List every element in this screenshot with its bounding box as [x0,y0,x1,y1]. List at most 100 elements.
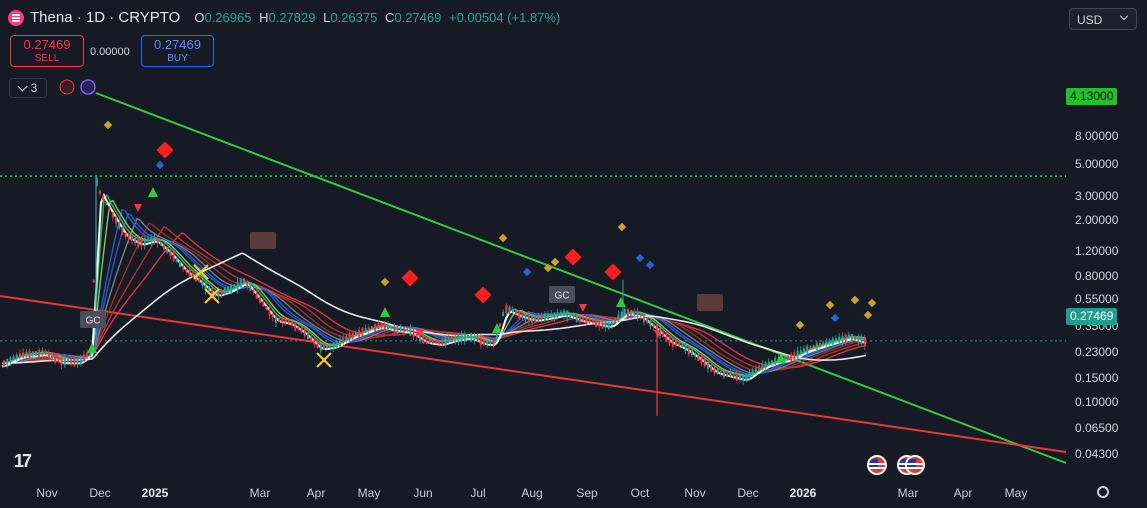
small-diamond-signal [617,222,627,232]
alert-icon [59,79,75,95]
candle-body [31,351,34,357]
candle-body [774,357,777,365]
sell-price: 0.27469 [23,37,71,52]
candle-body [476,337,479,342]
red-diamond-signal [156,141,174,159]
time-tick-label: Oct [630,486,650,500]
candle-body [412,329,415,337]
candle-body [246,281,249,286]
candle-body [620,312,623,318]
candle-body [473,335,476,341]
low-value: 0.26375 [330,10,378,25]
candle-body [431,339,434,344]
settings-gear-icon[interactable] [1097,486,1109,498]
low-label: L [323,10,331,25]
candle-body [57,357,60,362]
candle-body [687,346,690,355]
price-tick-label: 0.06500 [1075,421,1119,436]
candle-body [220,289,223,296]
us-flag-event-icon[interactable] [867,455,887,475]
candle-body [547,313,549,320]
candle-body [374,323,377,332]
sell-signal-triangle [134,204,142,212]
candle-body [828,340,831,344]
candle-body [588,318,591,323]
candle-body [684,345,687,351]
candle-body [156,238,159,244]
candle-body [755,368,757,372]
tradingview-logo-icon[interactable]: 17 [14,451,32,471]
small-diamond-signal [155,160,165,170]
candle-body [409,327,412,336]
candle-body [444,337,447,346]
buy-signal-triangle [492,323,502,333]
candle-body [787,356,789,361]
price-tick-label: 0.80000 [1075,268,1119,283]
candle-body [508,306,511,315]
us-flag-event-icon[interactable] [905,455,925,475]
candle-body [399,327,402,332]
time-tick-label: Dec [89,486,111,500]
candle-body [95,178,98,186]
candle-body [172,252,175,261]
candle-body [287,319,290,324]
candle-body [502,311,505,317]
candle-body [60,357,63,365]
price-tick-label: 8.00000 [1075,128,1119,143]
candle-body [255,292,258,299]
candle-body [470,333,473,342]
candle-body [854,336,857,341]
candle-body [630,310,633,317]
candle-body [9,357,12,363]
symbol-title[interactable]: Thena · 1D · CRYPTO [30,9,181,26]
candle-body [457,334,460,343]
candle-body [716,368,719,375]
x-marker [193,264,209,280]
buy-button[interactable]: 0.27469 BUY [141,35,214,67]
time-tick-label: Mar [897,486,919,500]
candle-body [15,354,18,359]
time-tick-label: Sep [576,486,598,500]
moving-average-line [1,208,867,376]
candle-body [118,222,121,229]
small-diamond-signal [830,313,840,323]
candle-body [751,370,754,375]
indicators-toggle[interactable]: 3 [9,78,47,98]
candle-body [310,336,313,341]
price-tick-label: 0.15000 [1075,370,1119,385]
candle-body [134,237,137,244]
candle-body [271,314,274,318]
candle-body [812,345,815,349]
moving-average-line [1,212,866,375]
candle-body [390,326,393,329]
candle-body [572,314,575,318]
candle-body [825,341,828,345]
currency-select[interactable]: USD [1069,8,1137,30]
candle-body [22,352,25,358]
red-trend-line [0,295,1067,453]
candle-body [729,372,732,377]
small-diamond-signal [867,298,877,308]
small-diamond-signal [645,260,655,270]
candle-body [489,340,492,344]
candle-body [380,323,383,329]
candle-body [335,341,338,348]
time-tick-label: Dec [737,486,759,500]
candle-body [611,321,613,326]
candle-body [28,350,31,359]
candle-body [767,361,770,366]
candle-body [63,357,66,366]
thena-logo-icon [8,9,24,26]
candle-body [319,344,322,351]
candle-body [166,246,169,253]
candle-body [339,338,341,347]
candle-body [515,310,517,315]
candle-body [275,315,277,323]
candle-body [623,308,626,316]
candle-body [633,311,636,316]
candle-body [147,238,149,242]
sell-button[interactable]: 0.27469 SELL [10,35,84,67]
candle-body [281,317,284,323]
